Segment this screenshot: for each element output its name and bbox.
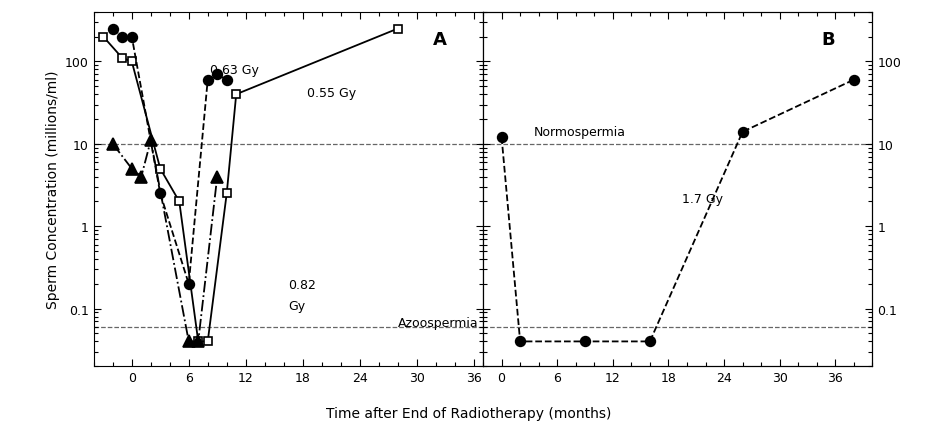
Text: B: B — [822, 31, 836, 49]
Text: 0.55 Gy: 0.55 Gy — [308, 87, 356, 100]
Text: Gy: Gy — [289, 300, 306, 313]
Text: 0.63 Gy: 0.63 Gy — [209, 64, 259, 77]
Text: A: A — [432, 31, 446, 49]
Text: Azoospermia: Azoospermia — [398, 317, 478, 330]
Text: 1.7 Gy: 1.7 Gy — [682, 192, 723, 205]
Text: 0.82: 0.82 — [289, 279, 316, 291]
Text: Normospermia: Normospermia — [534, 126, 626, 139]
Y-axis label: Sperm Concentration (millions/ml): Sperm Concentration (millions/ml) — [46, 71, 59, 308]
Text: Time after End of Radiotherapy (months): Time after End of Radiotherapy (months) — [326, 406, 612, 420]
